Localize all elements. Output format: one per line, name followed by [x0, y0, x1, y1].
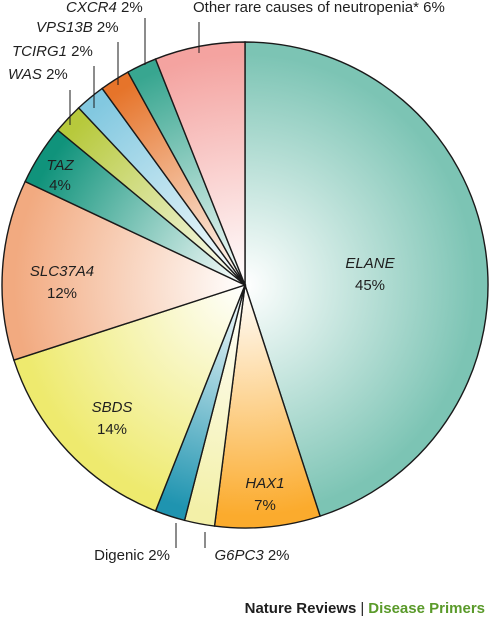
slice-value-taz: 4%	[49, 177, 71, 194]
slice-label-tcirg1: TCIRG1 2%	[12, 43, 93, 60]
slice-value-sbds: 14%	[97, 421, 127, 438]
slice-hax1	[213, 284, 321, 529]
footer-separator: |	[360, 600, 365, 617]
slice-value-elane: 45%	[355, 277, 385, 294]
slice-label-digenic: Digenic 2%	[94, 547, 170, 564]
slice-value-hax1: 7%	[254, 497, 276, 514]
slice-label-vps13b: VPS13B 2%	[36, 19, 119, 36]
pie-chart: ELANE 45% HAX1 7% G6PC3 2% Digenic 2% SBDS 14% S…	[1, 0, 489, 564]
footer: Nature Reviews | Disease Primers	[245, 600, 485, 617]
slice-slc37a4	[1, 180, 247, 361]
slice-label-elane: ELANE	[345, 255, 395, 272]
slice-elane	[244, 41, 489, 517]
slice-label-cxcr4: CXCR4 2%	[66, 0, 143, 16]
slice-label-taz: TAZ	[46, 157, 74, 174]
slice-value-slc37a4: 12%	[47, 285, 77, 302]
slice-label-slc37a4: SLC37A4	[30, 263, 94, 280]
slice-label-g6pc3: G6PC3 2%	[214, 547, 289, 564]
slice-label-was: WAS 2%	[8, 66, 68, 83]
slice-label-sbds: SBDS	[92, 399, 133, 416]
slice-label-other-rare-causes-of-neutropenia: Other rare causes of neutropenia* 6%	[193, 0, 445, 16]
footer-publisher: Nature Reviews	[244, 600, 357, 617]
slice-label-hax1: HAX1	[245, 475, 284, 492]
footer-series: Disease Primers	[368, 600, 485, 617]
